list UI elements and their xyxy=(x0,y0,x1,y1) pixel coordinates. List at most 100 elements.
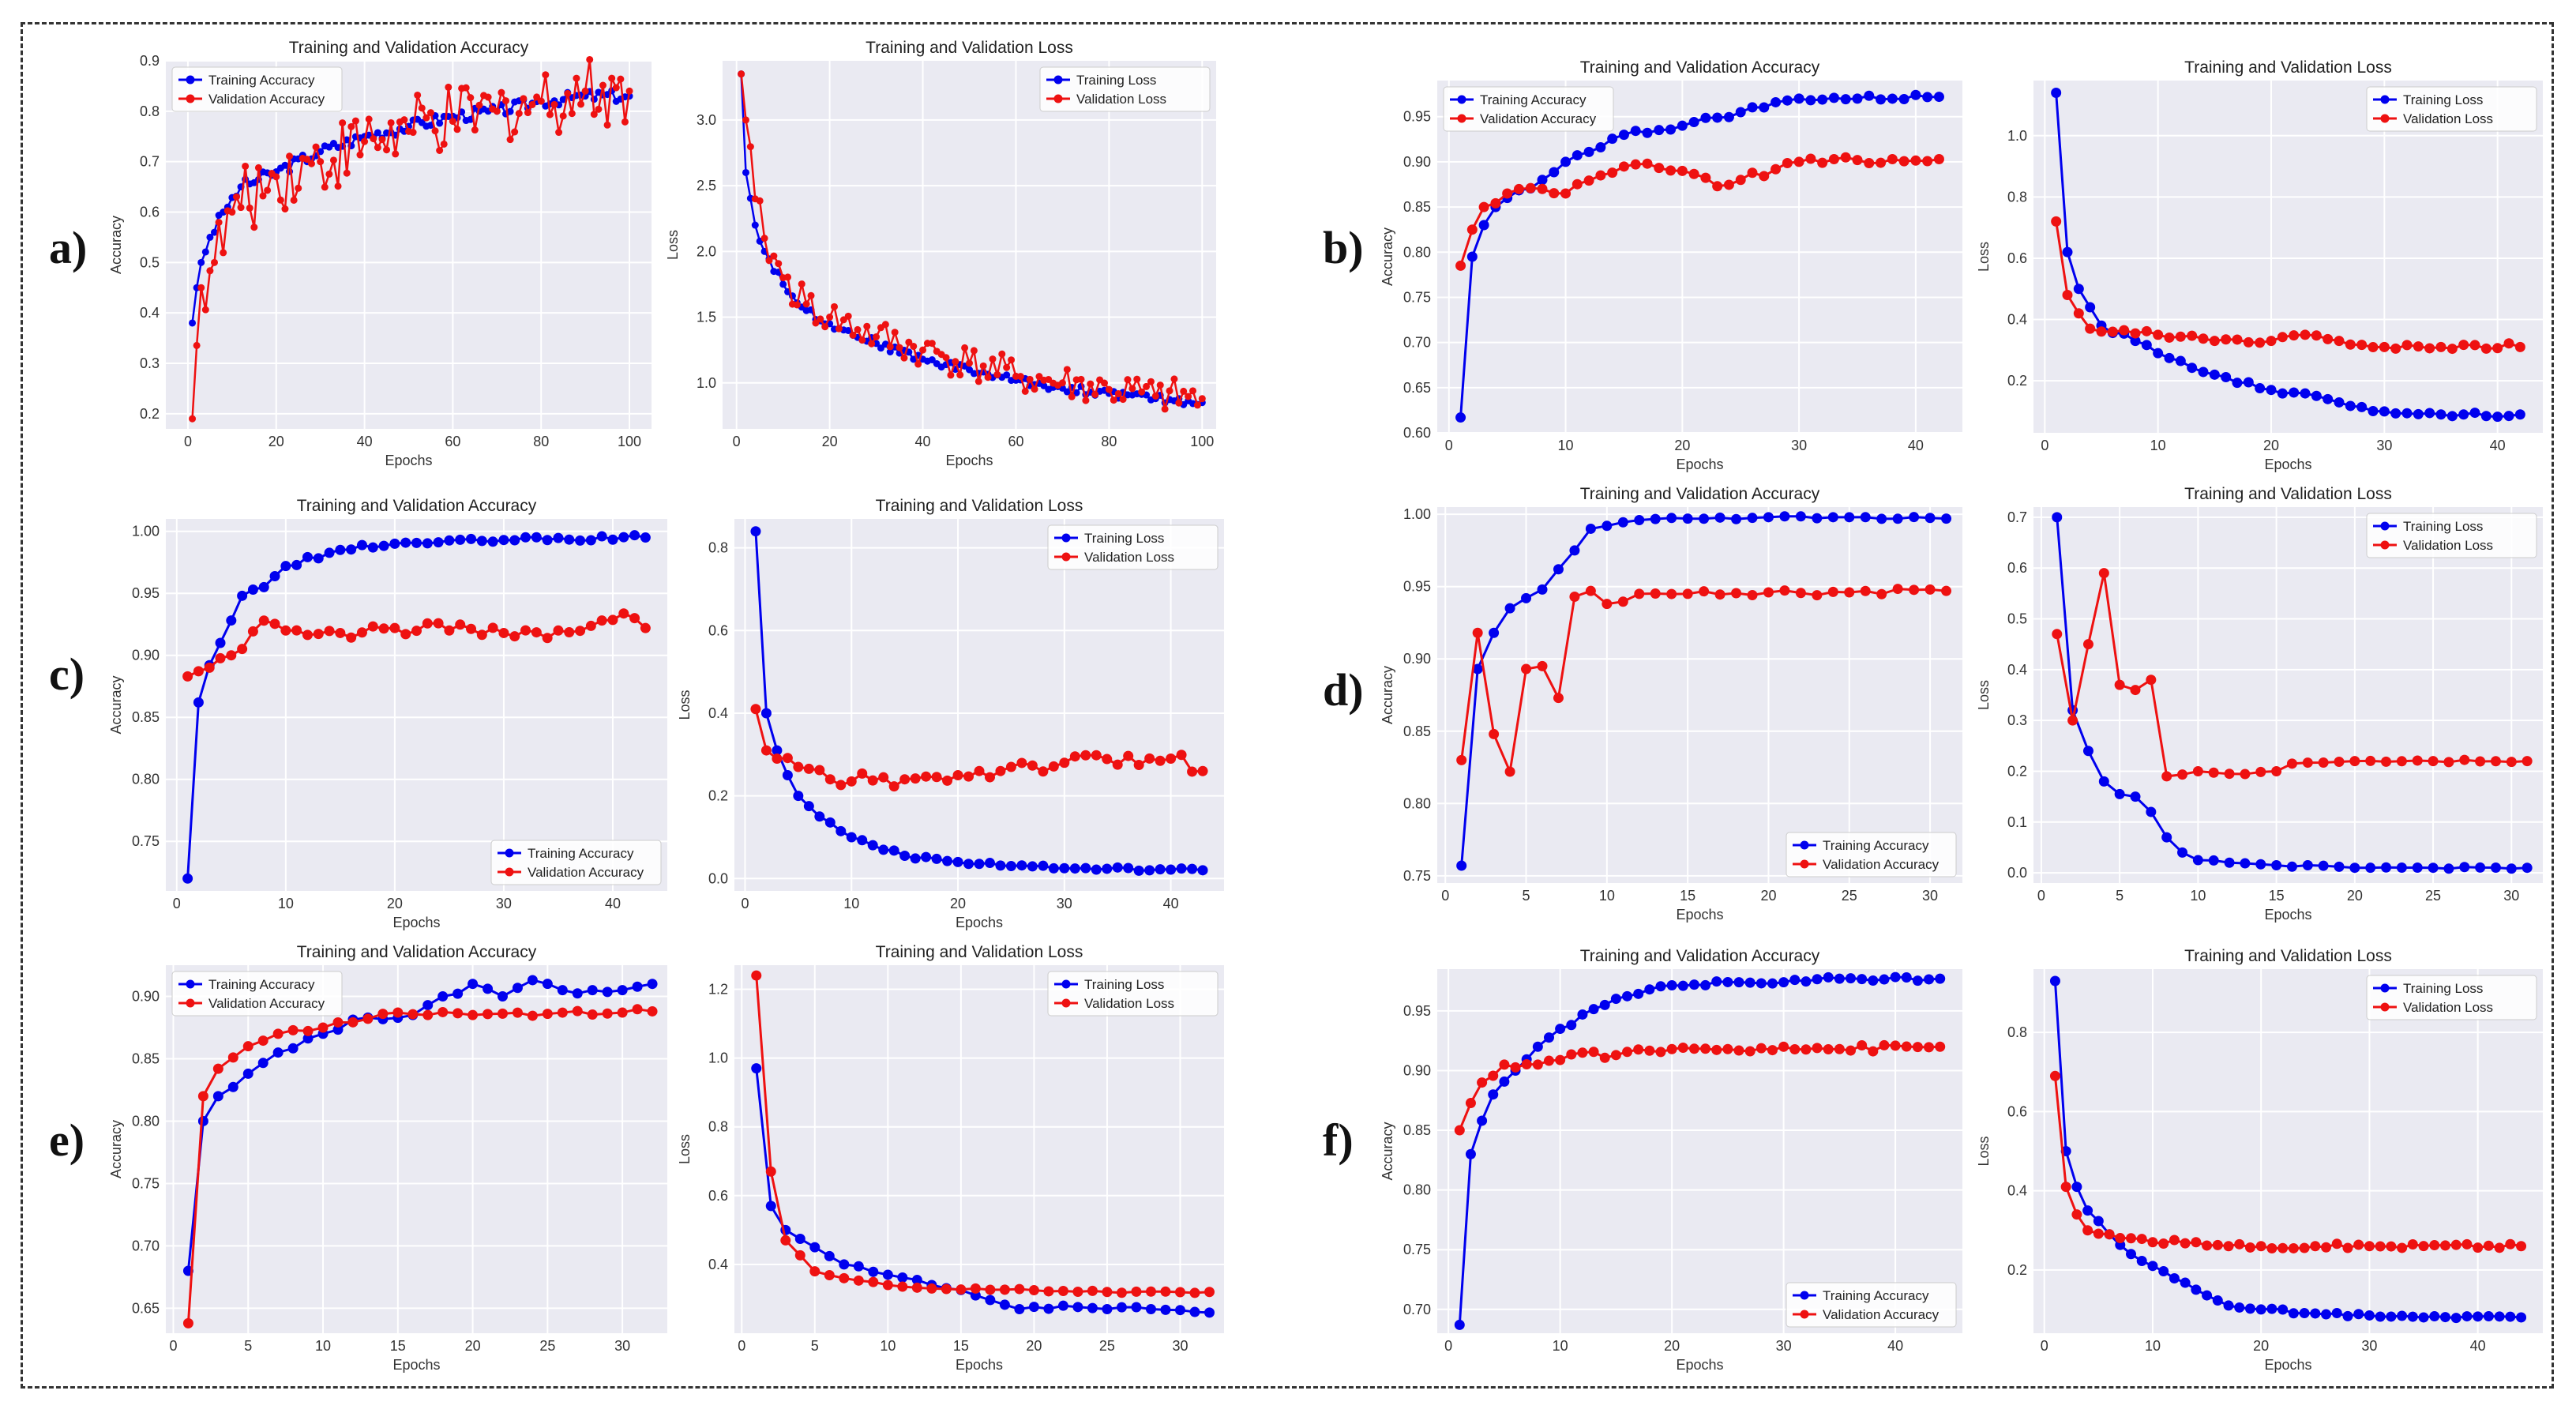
data-point xyxy=(542,633,553,644)
data-point xyxy=(793,791,804,802)
data-point xyxy=(2271,765,2282,776)
data-point xyxy=(506,136,514,144)
data-point xyxy=(1072,1286,1083,1297)
data-point xyxy=(1793,156,1804,167)
data-point xyxy=(1016,860,1027,871)
data-point xyxy=(2473,1242,2484,1253)
data-point xyxy=(2191,1284,2202,1295)
data-point xyxy=(433,618,444,629)
training-series xyxy=(2051,88,2525,423)
data-point xyxy=(1795,588,1806,599)
plot-area xyxy=(166,519,667,891)
data-point xyxy=(259,192,267,200)
data-point xyxy=(1114,389,1122,397)
data-point xyxy=(1198,395,1206,403)
data-point xyxy=(1160,1304,1171,1315)
data-point xyxy=(1488,1089,1499,1100)
data-point xyxy=(1151,392,1159,400)
data-point xyxy=(1868,975,1879,986)
data-point xyxy=(1513,183,1524,194)
data-point xyxy=(824,774,836,785)
legend-box xyxy=(1039,66,1211,112)
data-point xyxy=(212,1091,223,1102)
data-point xyxy=(1016,757,1027,769)
data-point xyxy=(2413,408,2424,419)
data-point xyxy=(2490,862,2501,874)
data-point xyxy=(2397,1242,2408,1253)
data-point xyxy=(531,532,542,543)
data-point xyxy=(531,627,542,638)
data-point xyxy=(2331,1238,2342,1250)
data-point xyxy=(422,1000,434,1011)
data-point xyxy=(445,83,452,91)
data-point xyxy=(590,96,598,103)
data-point xyxy=(1909,584,1920,596)
data-point xyxy=(2365,862,2376,874)
data-point xyxy=(1933,153,1944,164)
data-point xyxy=(857,835,868,846)
data-point xyxy=(1537,183,1548,194)
data-point xyxy=(2413,341,2424,352)
data-point xyxy=(498,627,509,638)
data-point xyxy=(287,1024,299,1035)
data-point xyxy=(2310,1308,2321,1319)
y-tick-label: 0.4 xyxy=(2007,312,2027,328)
chart-title: Training and Validation Loss xyxy=(2184,485,2392,503)
data-point xyxy=(2396,756,2407,767)
data-point xyxy=(422,538,433,549)
y-tick-label: 0.3 xyxy=(2007,712,2027,728)
data-point xyxy=(984,858,995,869)
y-tick-label: 0.9 xyxy=(140,53,160,69)
data-point xyxy=(1618,130,1629,141)
data-point xyxy=(1176,863,1187,874)
data-point xyxy=(1857,974,1868,985)
data-point xyxy=(2212,1295,2223,1306)
data-point xyxy=(897,1281,908,1292)
data-point xyxy=(414,91,422,99)
data-point xyxy=(466,533,477,544)
data-point xyxy=(803,801,814,812)
data-point xyxy=(2082,1205,2093,1216)
data-point xyxy=(817,315,824,323)
data-point xyxy=(2401,408,2413,419)
data-point xyxy=(1782,95,1793,106)
data-point xyxy=(1091,750,1102,761)
data-point xyxy=(1123,862,1134,874)
y-tick-label: 0.8 xyxy=(2007,1024,2027,1040)
training-series xyxy=(182,530,651,884)
data-point xyxy=(1688,1043,1699,1054)
data-point xyxy=(2334,336,2345,347)
y-tick-label: 0.90 xyxy=(132,988,160,1004)
x-tick-label: 20 xyxy=(2253,1338,2269,1354)
data-point xyxy=(2483,1240,2494,1251)
data-point xyxy=(835,325,843,333)
y-tick-label: 0.0 xyxy=(708,870,728,886)
data-point xyxy=(974,378,982,385)
data-point xyxy=(1633,1044,1644,1055)
chart-title: Training and Validation Accuracy xyxy=(1580,947,1820,965)
data-point xyxy=(1555,1024,1566,1035)
chart-e-loss: 0 5 10 15 20 25 30 0.4 0.6 0.8 1.0 1.2 Training and … xyxy=(677,943,1224,1373)
x-tick-label: 5 xyxy=(244,1338,252,1354)
x-axis-label: Epochs xyxy=(1676,1357,1723,1373)
y-tick-label: 0.6 xyxy=(708,622,728,638)
data-point xyxy=(1583,146,1594,157)
data-point xyxy=(1712,181,1723,192)
data-point xyxy=(587,1009,598,1020)
data-point xyxy=(422,1009,434,1020)
data-point xyxy=(2318,860,2329,871)
data-point xyxy=(1489,627,1500,638)
data-point xyxy=(197,258,205,266)
data-point xyxy=(1543,1032,1554,1043)
data-point xyxy=(877,344,884,352)
data-point xyxy=(794,1250,805,1261)
data-point xyxy=(2342,1310,2353,1321)
data-point xyxy=(189,415,197,423)
data-point xyxy=(956,1284,967,1295)
data-point xyxy=(587,985,598,996)
x-tick-label: 0 xyxy=(733,434,741,449)
data-point xyxy=(1747,590,1758,601)
data-point xyxy=(1499,1059,1510,1070)
data-point xyxy=(1827,586,1838,597)
data-point xyxy=(1472,663,1483,675)
